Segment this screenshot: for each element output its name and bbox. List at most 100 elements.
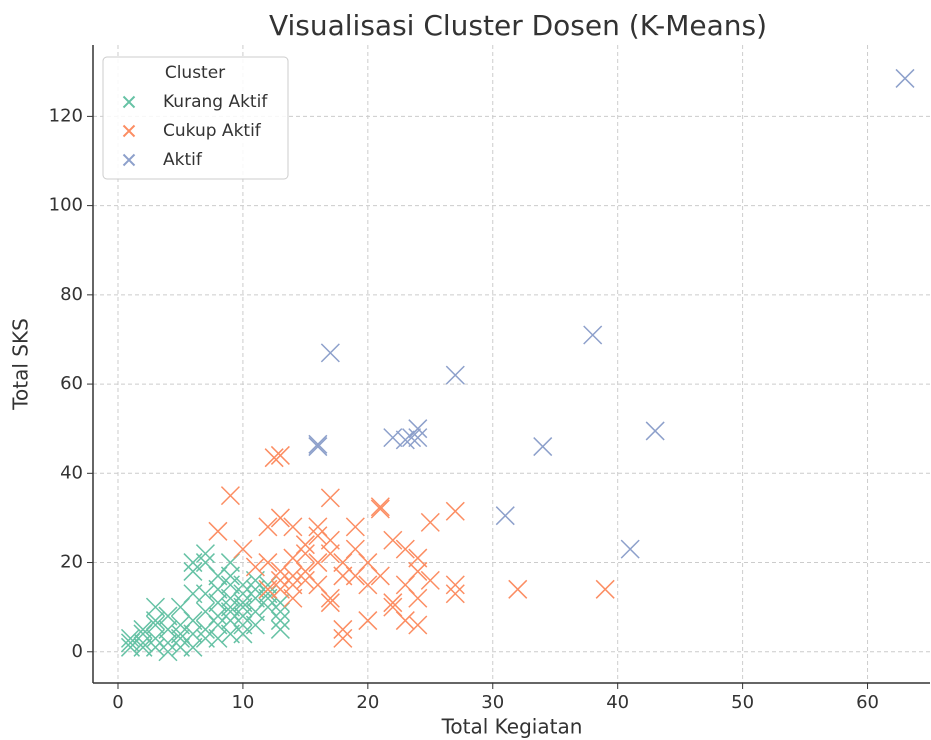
x-tick-label: 0 (112, 692, 123, 713)
point (120, 628, 141, 648)
point (645, 421, 665, 441)
point (208, 566, 228, 586)
x-tick-label: 30 (481, 692, 504, 713)
y-tick-label: 20 (60, 552, 83, 573)
point (395, 611, 415, 631)
point (595, 579, 615, 599)
y-tick-label: 0 (72, 641, 83, 662)
x-tick-label: 20 (356, 692, 379, 713)
point (220, 597, 240, 617)
y-tick-label: 100 (49, 195, 83, 216)
point (270, 508, 290, 528)
point (370, 566, 390, 586)
x-tick-label: 60 (856, 692, 879, 713)
point (133, 637, 153, 657)
point (383, 530, 403, 550)
legend-marker (122, 124, 136, 138)
point (320, 593, 340, 613)
point (395, 539, 415, 559)
x-tick-label: 50 (731, 692, 754, 713)
point (445, 584, 465, 604)
point (145, 611, 165, 631)
point (345, 517, 365, 537)
point (133, 633, 153, 653)
point (408, 588, 428, 608)
point (420, 570, 440, 590)
point (133, 619, 153, 639)
y-tick-label: 60 (60, 373, 83, 394)
point (208, 628, 228, 648)
point (445, 365, 465, 385)
point (408, 428, 428, 448)
point (258, 553, 278, 573)
point (620, 539, 640, 559)
point (170, 628, 190, 648)
point (402, 428, 422, 448)
point (270, 611, 290, 631)
point (395, 430, 415, 450)
point (320, 343, 340, 363)
point (333, 619, 353, 639)
point (145, 597, 165, 617)
point (233, 624, 253, 644)
point (370, 499, 390, 519)
point (583, 325, 603, 345)
point (270, 619, 290, 639)
legend-marker (122, 153, 136, 167)
point (408, 615, 428, 635)
point (270, 570, 290, 590)
legend-label: Kurang Aktif (163, 92, 268, 112)
point (245, 557, 265, 577)
point (208, 521, 228, 541)
point (420, 512, 440, 532)
point (308, 434, 328, 454)
point (333, 566, 353, 586)
point (383, 428, 403, 448)
point (170, 615, 190, 635)
point (495, 506, 515, 526)
point (508, 579, 528, 599)
point (370, 497, 390, 517)
point (208, 606, 228, 626)
point (408, 548, 428, 568)
point (895, 68, 915, 88)
legend-label: Cukup Aktif (163, 121, 262, 141)
point (258, 517, 278, 537)
point (383, 593, 403, 613)
point (158, 619, 178, 639)
point (533, 437, 553, 457)
point (283, 588, 303, 608)
point (445, 575, 465, 595)
point (233, 606, 253, 626)
point (233, 539, 253, 559)
point (158, 606, 178, 626)
point (195, 584, 215, 604)
y-tick-label: 120 (49, 105, 83, 126)
point (408, 419, 428, 439)
point (358, 611, 378, 631)
x-axis-label: Total Kegiatan (441, 715, 583, 739)
legend-box (102, 56, 289, 180)
point (295, 570, 315, 590)
point (295, 544, 315, 564)
point (320, 530, 340, 550)
point (358, 575, 378, 595)
legend-label: Aktif (163, 150, 203, 170)
point (283, 517, 303, 537)
point (308, 553, 328, 573)
point (158, 633, 178, 653)
point (145, 615, 165, 635)
y-tick-label: 80 (60, 284, 83, 305)
point (258, 579, 278, 599)
point (264, 448, 284, 468)
x-tick-label: 10 (231, 692, 254, 713)
point (170, 624, 190, 644)
point (245, 615, 265, 635)
point (270, 445, 290, 465)
point (208, 593, 228, 613)
legend-title: Cluster (165, 63, 225, 83)
point (295, 535, 315, 555)
chart-title: Visualisasi Cluster Dosen (K-Means) (269, 9, 767, 42)
y-axis-label: Total SKS (9, 318, 33, 411)
